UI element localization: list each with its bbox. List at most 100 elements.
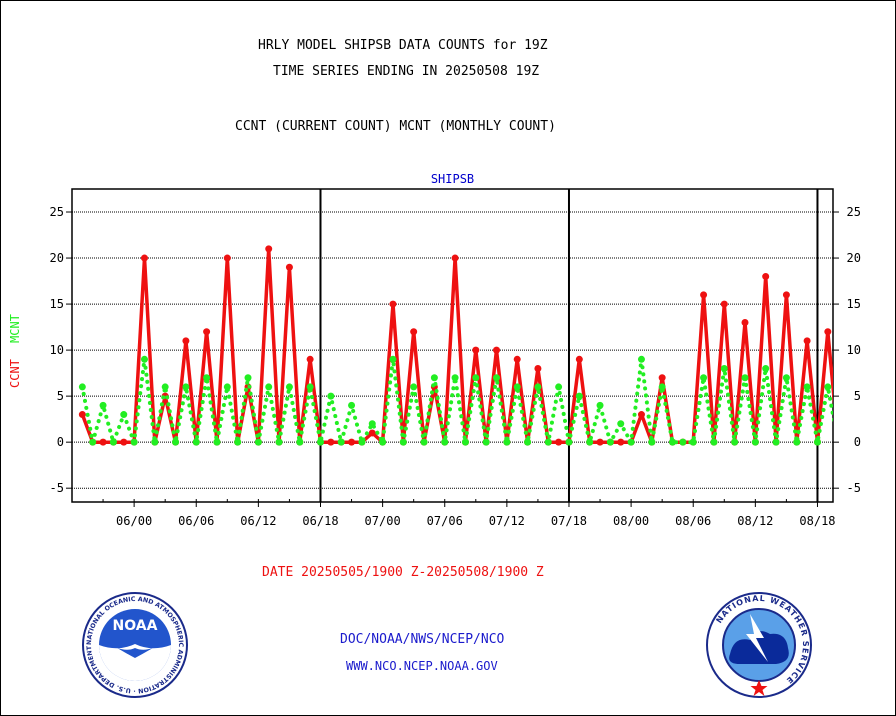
y-tick-label-right: 15 [847, 297, 861, 311]
data-point-mcnt [782, 374, 790, 382]
data-point-mcnt [254, 438, 262, 446]
noaa-logo: NATIONAL OCEANIC AND ATMOSPHERIC ADMINIS… [82, 592, 188, 698]
data-point-ccnt [782, 291, 790, 299]
website-link[interactable]: WWW.NCO.NCEP.NOAA.GOV [346, 659, 498, 673]
y-tick-label-left: 25 [50, 205, 64, 219]
org-line: DOC/NOAA/NWS/NCEP/NCO [340, 632, 505, 647]
axes [66, 188, 839, 507]
series-group [78, 245, 852, 446]
data-point-ccnt [720, 300, 728, 308]
data-point-mcnt [731, 438, 739, 446]
x-tick-label: 06/06 [178, 514, 214, 528]
data-point-mcnt [192, 438, 200, 446]
data-point-mcnt [493, 374, 501, 382]
x-tick-label: 08/06 [675, 514, 711, 528]
data-point-ccnt [534, 365, 542, 373]
data-point-ccnt [803, 337, 811, 345]
data-point-ccnt [140, 254, 148, 262]
x-tick-label: 07/06 [427, 514, 463, 528]
data-point-mcnt [503, 438, 511, 446]
y-tick-label-left: 15 [50, 297, 64, 311]
data-point-mcnt [327, 392, 335, 400]
data-point-mcnt [358, 438, 366, 446]
data-point-mcnt [244, 374, 252, 382]
data-point-mcnt [658, 383, 666, 391]
data-point-mcnt [762, 365, 770, 373]
data-point-mcnt [555, 383, 563, 391]
x-tick-label: 08/00 [613, 514, 649, 528]
data-point-mcnt [772, 438, 780, 446]
y-tick-label-right: 25 [847, 205, 861, 219]
y-tick-label-left: 0 [57, 435, 64, 449]
data-point-mcnt [265, 383, 273, 391]
y-tick-label-right: -5 [847, 481, 861, 495]
data-point-mcnt [586, 438, 594, 446]
data-point-ccnt [368, 429, 376, 437]
data-point-mcnt [172, 438, 180, 446]
data-point-mcnt [410, 383, 418, 391]
x-tick-label: 06/00 [116, 514, 152, 528]
data-point-ccnt [223, 254, 231, 262]
chart-title-line2: TIME SERIES ENDING IN 20250508 19Z [273, 64, 540, 79]
y-tick-label-left: 5 [57, 389, 64, 403]
data-point-mcnt [845, 393, 852, 400]
chart-subtitle: CCNT (CURRENT COUNT) MCNT (MONTHLY COUNT… [235, 119, 556, 134]
data-point-ccnt [493, 346, 501, 354]
data-point-mcnt [213, 438, 221, 446]
data-point-mcnt [275, 438, 283, 446]
data-point-ccnt [265, 245, 273, 253]
data-point-mcnt [627, 438, 635, 446]
data-point-mcnt [161, 383, 169, 391]
y-tick-label-right: 5 [854, 389, 861, 403]
y-tick-label-left: 20 [50, 251, 64, 265]
data-point-mcnt [513, 383, 521, 391]
y-axis-label-ccnt: CCNT [8, 359, 22, 388]
data-point-ccnt [285, 263, 293, 271]
chart-title-line1: HRLY MODEL SHIPSB DATA COUNTS for 19Z [258, 38, 548, 53]
data-point-ccnt [327, 438, 335, 446]
data-point-mcnt [316, 438, 324, 446]
data-point-mcnt [420, 438, 428, 446]
data-point-mcnt [348, 401, 356, 409]
data-point-ccnt [348, 438, 356, 446]
data-point-ccnt [617, 438, 625, 446]
data-point-mcnt [617, 420, 625, 428]
data-point-ccnt [596, 438, 604, 446]
data-point-mcnt [741, 374, 749, 382]
data-point-mcnt [78, 383, 86, 391]
data-point-ccnt [741, 318, 749, 326]
data-point-ccnt [78, 411, 86, 419]
data-point-mcnt [109, 438, 117, 446]
data-point-mcnt [472, 374, 480, 382]
data-point-ccnt [700, 291, 708, 299]
data-point-ccnt [99, 438, 107, 446]
x-tick-label: 06/12 [240, 514, 276, 528]
y-tick-label-right: 20 [847, 251, 861, 265]
data-point-mcnt [130, 438, 138, 446]
data-point-mcnt [368, 420, 376, 428]
data-point-ccnt [762, 272, 770, 280]
x-tick-label: 08/18 [799, 514, 835, 528]
data-point-mcnt [99, 401, 107, 409]
data-point-mcnt [234, 438, 242, 446]
data-point-mcnt [285, 383, 293, 391]
data-point-mcnt [751, 438, 759, 446]
data-point-mcnt [223, 383, 231, 391]
panel-title: SHIPSB [431, 172, 474, 186]
data-point-mcnt [689, 438, 697, 446]
x-tick-label: 07/00 [365, 514, 401, 528]
data-point-ccnt [658, 374, 666, 382]
y-tick-label-right: 10 [847, 343, 861, 357]
data-point-mcnt [430, 374, 438, 382]
data-point-mcnt [140, 355, 148, 363]
data-point-mcnt [637, 355, 645, 363]
y-axis-label-mcnt: MCNT [8, 314, 22, 343]
y-tick-label-left: -5 [50, 481, 64, 495]
data-point-mcnt [306, 383, 314, 391]
nws-logo: NATIONAL WEATHER SERVICE [706, 592, 812, 698]
data-point-mcnt [596, 401, 604, 409]
axis-labels: -5 -5 0 0 5 5 10 10 15 15 20 20 25 25 06/00 06/06 06/12 0… [8, 172, 861, 528]
data-point-mcnt [648, 438, 656, 446]
data-point-mcnt [679, 438, 687, 446]
